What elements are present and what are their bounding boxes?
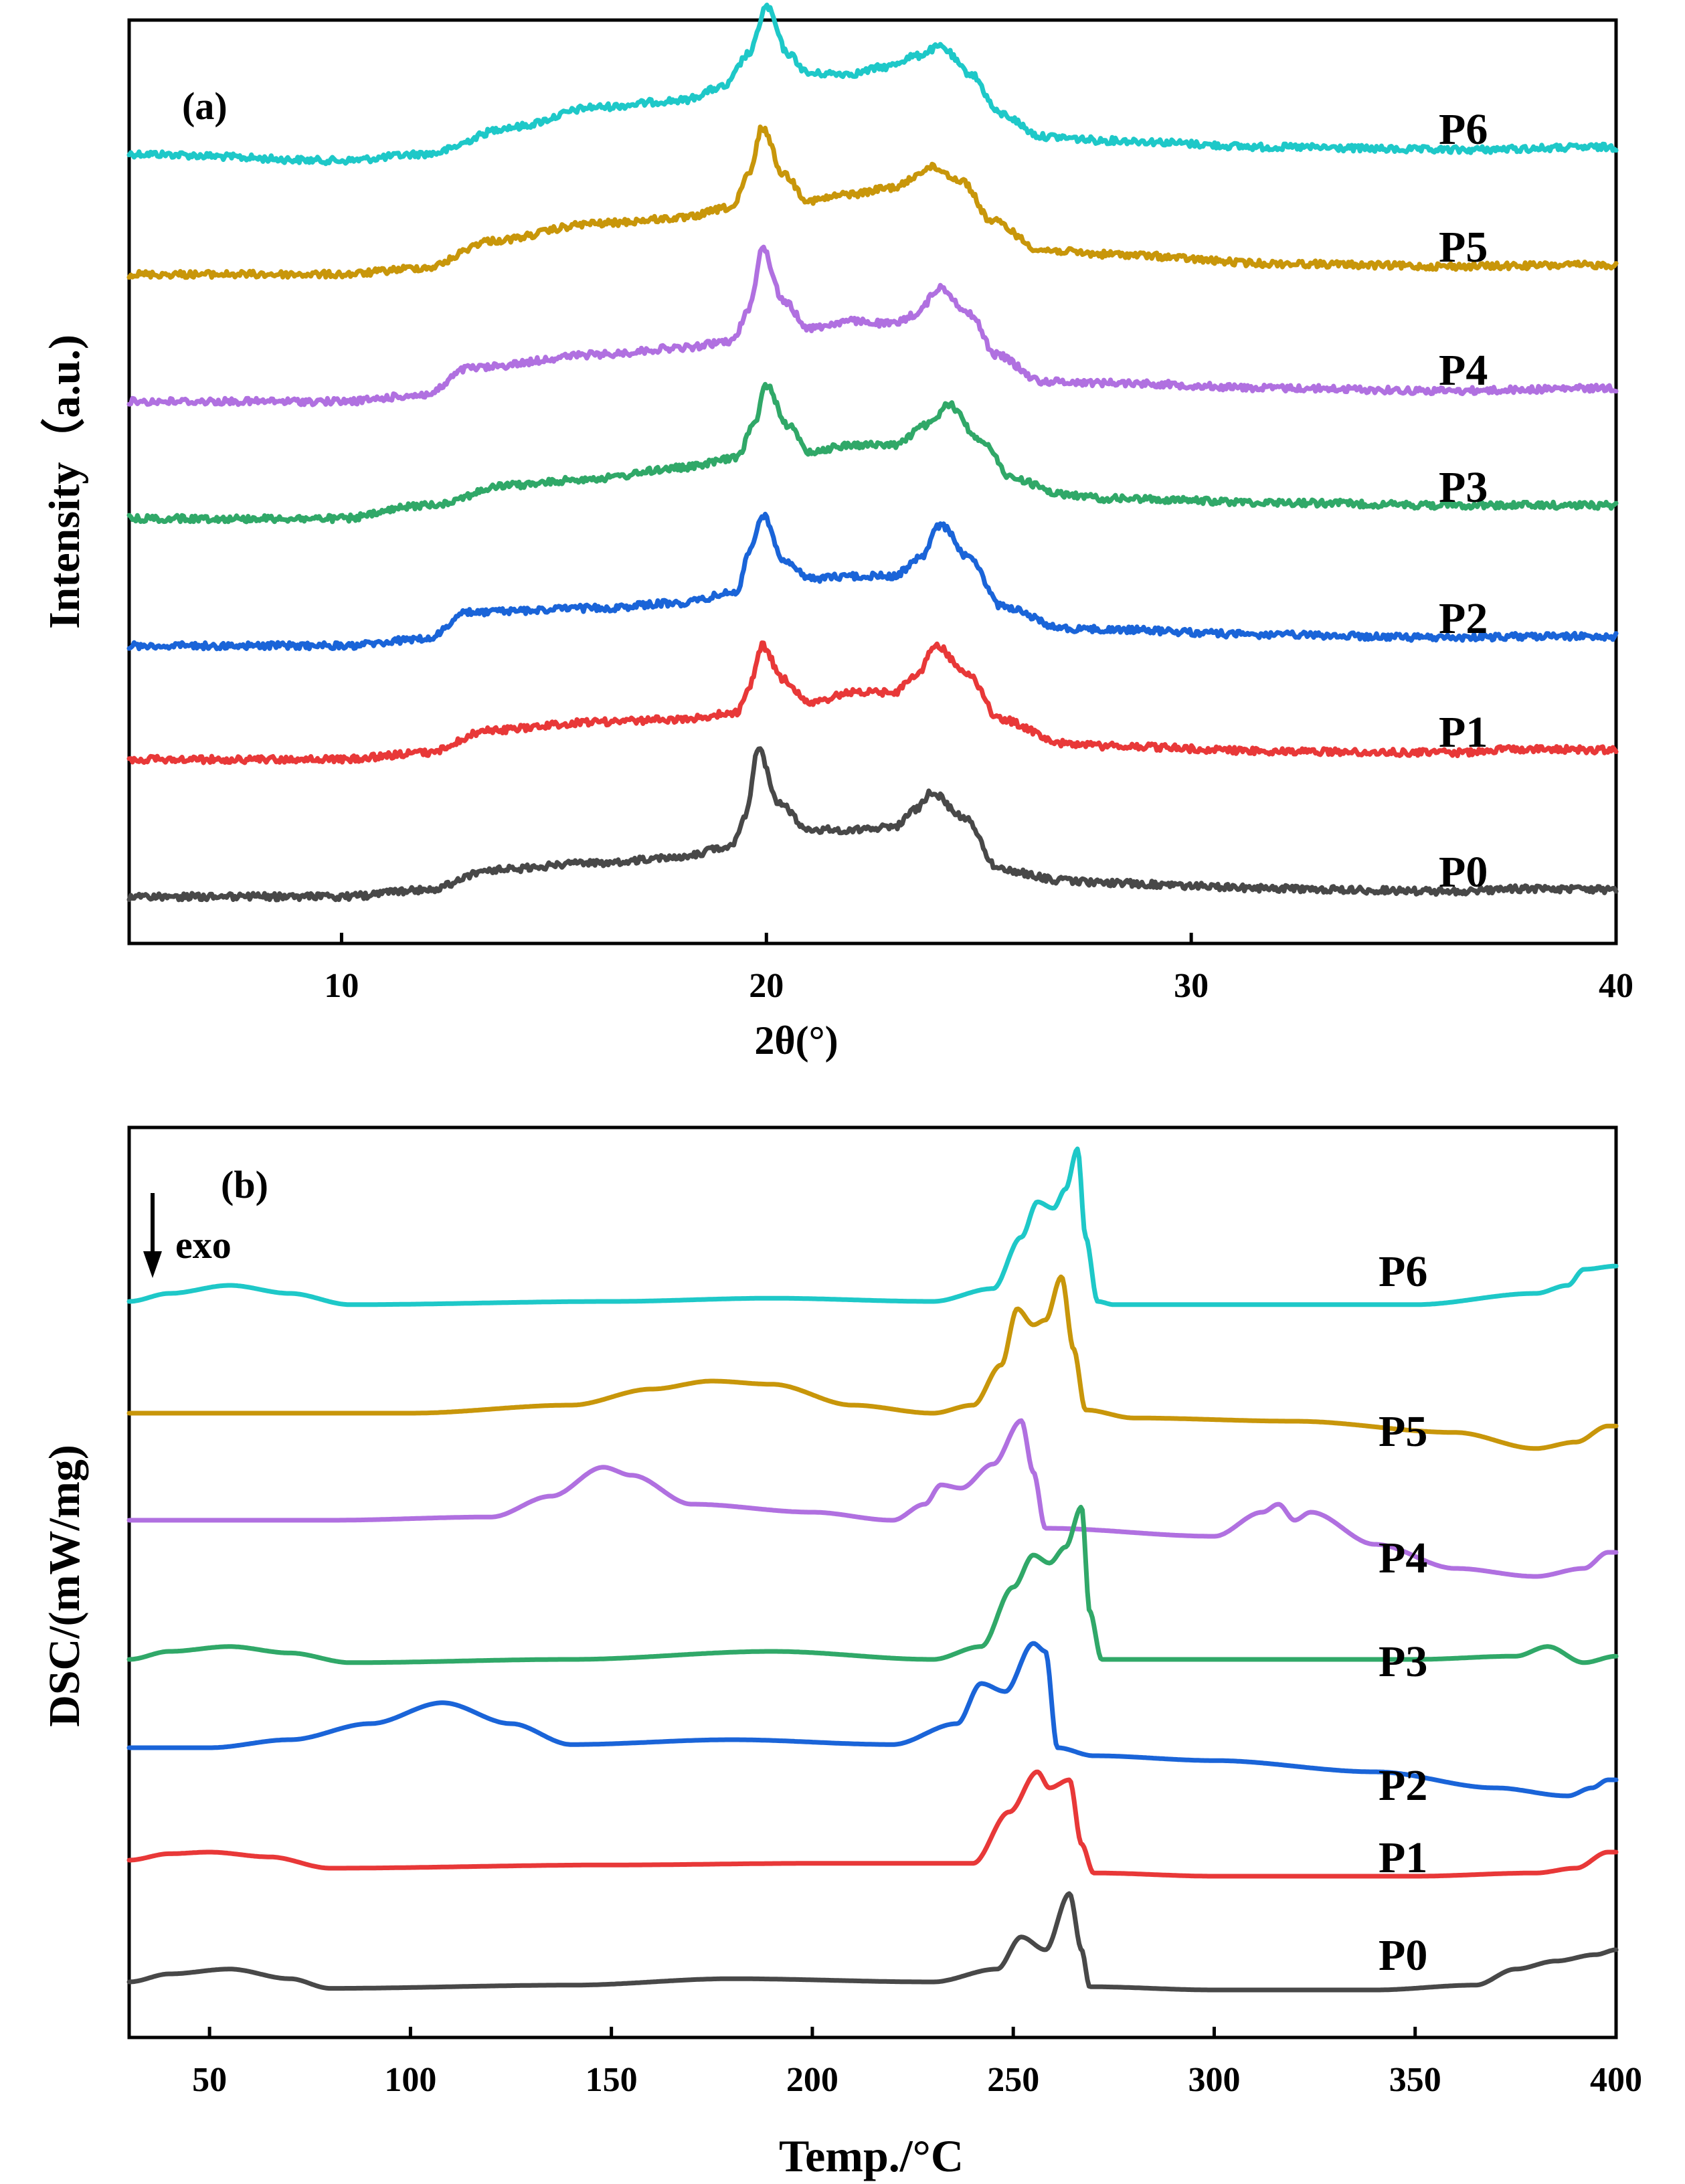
series-line-p0 — [126, 1891, 1619, 1993]
dsc-x-ticks: 50 100 150 200 250 300 350 400 — [192, 2027, 1642, 2099]
series-label-p0: P0 — [1379, 1931, 1427, 1980]
x-tick-label: 350 — [1389, 2061, 1441, 2099]
exo-arrow-icon — [143, 1193, 162, 1278]
x-tick-label: 30 — [1174, 967, 1209, 1005]
series-label-p3: P3 — [1379, 1637, 1427, 1686]
x-tick-label: 200 — [786, 2061, 838, 2099]
series-label-p5: P5 — [1379, 1407, 1427, 1456]
series-line-p1 — [126, 1769, 1619, 1879]
series-line-p3 — [126, 1504, 1619, 1665]
series-line-p4 — [126, 1418, 1619, 1579]
series-line-p5 — [126, 124, 1619, 280]
x-tick-label: 300 — [1188, 2061, 1240, 2099]
series-label-p4: P4 — [1439, 346, 1488, 395]
xrd-panel: 10 20 30 40 P6 P5 P4 P3 P2 P1 P0 (a) 2θ(°) Intens… — [39, 2, 1633, 1063]
series-label-p2: P2 — [1379, 1761, 1427, 1810]
dsc-x-axis-title: Temp./°C — [779, 2130, 964, 2181]
series-line-p2 — [126, 1641, 1619, 1799]
panel-label-a: (a) — [182, 84, 228, 128]
series-label-p0: P0 — [1439, 848, 1488, 897]
series-label-p4: P4 — [1379, 1534, 1427, 1582]
xrd-y-axis-title: Intensity（a.u.) — [39, 335, 89, 629]
series-line-p2 — [126, 511, 1619, 652]
series-label-p6: P6 — [1439, 105, 1488, 154]
series-label-p5: P5 — [1439, 223, 1488, 272]
x-tick-label: 40 — [1599, 967, 1633, 1005]
series-label-p1: P1 — [1439, 708, 1488, 757]
series-label-p3: P3 — [1439, 463, 1488, 512]
xrd-series-group — [126, 2, 1619, 903]
series-line-p4 — [126, 244, 1619, 407]
panel-label-b: (b) — [221, 1163, 268, 1206]
xrd-x-axis-title: 2θ(°) — [754, 1018, 838, 1063]
series-line-p6 — [126, 2, 1619, 167]
x-tick-label: 50 — [192, 2061, 227, 2099]
xrd-x-ticks: 10 20 30 40 — [324, 933, 1633, 1005]
dsc-plot-frame — [127, 1125, 1618, 2039]
series-line-p3 — [126, 381, 1619, 525]
series-label-p6: P6 — [1379, 1247, 1427, 1296]
x-tick-label: 10 — [324, 967, 359, 1005]
series-line-p6 — [126, 1146, 1619, 1307]
exo-annotation: exo — [175, 1223, 232, 1267]
series-line-p1 — [126, 640, 1619, 765]
dsc-series-group — [126, 1146, 1619, 1993]
x-tick-label: 20 — [749, 967, 784, 1005]
series-label-p1: P1 — [1379, 1833, 1427, 1882]
series-line-p0 — [126, 746, 1619, 903]
series-line-p5 — [126, 1274, 1619, 1451]
x-tick-label: 150 — [586, 2061, 638, 2099]
dsc-panel: 50 100 150 200 250 300 350 400 P6 P5 P4 P3 P2 P1 P0 (… — [40, 1125, 1642, 2181]
x-tick-label: 100 — [384, 2061, 436, 2099]
xrd-plot-frame — [127, 18, 1618, 945]
series-label-p2: P2 — [1439, 594, 1488, 643]
dsc-y-axis-title: DSC/(mW/mg) — [40, 1445, 89, 1727]
xrd-series-labels: P6 P5 P4 P3 P2 P1 P0 — [1439, 105, 1488, 897]
x-tick-label: 250 — [987, 2061, 1039, 2099]
x-tick-label: 400 — [1590, 2061, 1642, 2099]
dsc-series-labels: P6 P5 P4 P3 P2 P1 P0 — [1379, 1247, 1427, 1980]
